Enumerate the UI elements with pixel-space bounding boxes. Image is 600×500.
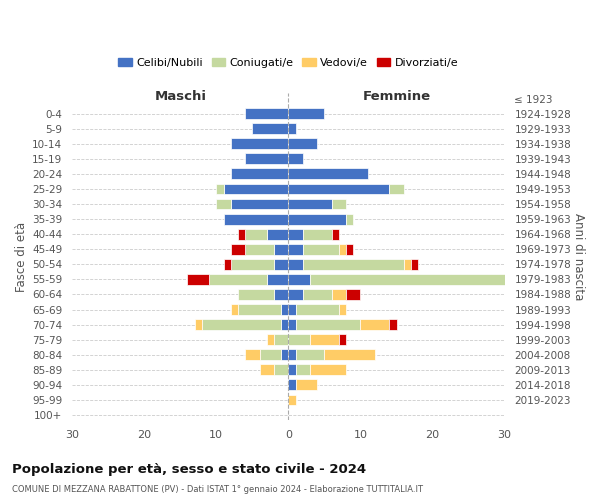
Bar <box>217 184 224 194</box>
Bar <box>289 259 303 270</box>
Bar <box>289 229 303 239</box>
Bar <box>296 304 339 315</box>
Bar <box>332 289 346 300</box>
Bar <box>274 244 289 254</box>
Bar <box>238 229 245 239</box>
Bar <box>267 229 289 239</box>
Bar <box>289 394 296 406</box>
Bar <box>289 334 310 345</box>
Bar <box>339 244 346 254</box>
Bar <box>332 229 339 239</box>
Bar <box>224 259 231 270</box>
Bar <box>289 289 303 300</box>
Bar <box>267 274 289 285</box>
Text: Maschi: Maschi <box>154 90 206 103</box>
Bar <box>303 229 332 239</box>
Bar <box>411 259 418 270</box>
Bar <box>194 319 202 330</box>
Bar <box>339 334 346 345</box>
Bar <box>289 184 389 194</box>
Bar <box>217 198 231 209</box>
Bar <box>289 124 296 134</box>
Bar <box>310 274 512 285</box>
Text: COMUNE DI MEZZANA RABATTONE (PV) - Dati ISTAT 1° gennaio 2024 - Elaborazione TUT: COMUNE DI MEZZANA RABATTONE (PV) - Dati … <box>12 485 423 494</box>
Bar <box>231 198 289 209</box>
Bar <box>187 274 209 285</box>
Text: Femmine: Femmine <box>362 90 431 103</box>
Bar <box>289 319 296 330</box>
Bar <box>224 184 289 194</box>
Bar <box>253 124 289 134</box>
Text: Popolazione per età, sesso e stato civile - 2024: Popolazione per età, sesso e stato civil… <box>12 462 366 475</box>
Bar <box>296 319 361 330</box>
Bar <box>274 289 289 300</box>
Bar <box>224 214 289 224</box>
Bar <box>289 304 296 315</box>
Bar <box>404 259 411 270</box>
Bar <box>325 350 375 360</box>
Bar <box>289 108 325 119</box>
Bar <box>346 244 353 254</box>
Bar <box>245 108 289 119</box>
Bar <box>303 259 404 270</box>
Bar <box>289 138 317 149</box>
Bar <box>332 198 346 209</box>
Bar <box>289 244 303 254</box>
Bar <box>289 364 296 376</box>
Bar <box>289 214 346 224</box>
Bar <box>274 334 289 345</box>
Bar <box>231 304 238 315</box>
Bar <box>231 168 289 179</box>
Bar <box>274 259 289 270</box>
Y-axis label: Fasce di età: Fasce di età <box>15 222 28 292</box>
Bar <box>512 274 526 285</box>
Bar <box>267 334 274 345</box>
Bar <box>289 274 310 285</box>
Bar <box>346 214 353 224</box>
Bar <box>209 274 267 285</box>
Bar <box>202 319 281 330</box>
Bar <box>310 364 346 376</box>
Bar <box>245 229 267 239</box>
Bar <box>389 184 404 194</box>
Y-axis label: Anni di nascita: Anni di nascita <box>572 213 585 300</box>
Bar <box>289 154 303 164</box>
Bar <box>303 244 339 254</box>
Bar <box>245 244 274 254</box>
Bar <box>310 334 339 345</box>
Bar <box>238 289 274 300</box>
Bar <box>289 380 296 390</box>
Bar <box>231 259 274 270</box>
Bar <box>389 319 397 330</box>
Bar <box>361 319 389 330</box>
Bar <box>296 364 310 376</box>
Bar <box>281 304 289 315</box>
Bar <box>303 289 332 300</box>
Bar <box>245 350 260 360</box>
Bar <box>289 350 296 360</box>
Bar <box>289 198 332 209</box>
Bar <box>245 154 289 164</box>
Bar <box>296 380 317 390</box>
Bar <box>238 304 281 315</box>
Bar <box>231 244 245 254</box>
Bar <box>289 168 368 179</box>
Bar <box>296 350 325 360</box>
Bar <box>339 304 346 315</box>
Bar <box>260 364 274 376</box>
Bar <box>281 350 289 360</box>
Bar <box>231 138 289 149</box>
Bar <box>281 319 289 330</box>
Legend: Celibi/Nubili, Coniugati/e, Vedovi/e, Divorziati/e: Celibi/Nubili, Coniugati/e, Vedovi/e, Di… <box>114 53 463 72</box>
Bar <box>260 350 281 360</box>
Bar <box>346 289 361 300</box>
Bar <box>274 364 289 376</box>
